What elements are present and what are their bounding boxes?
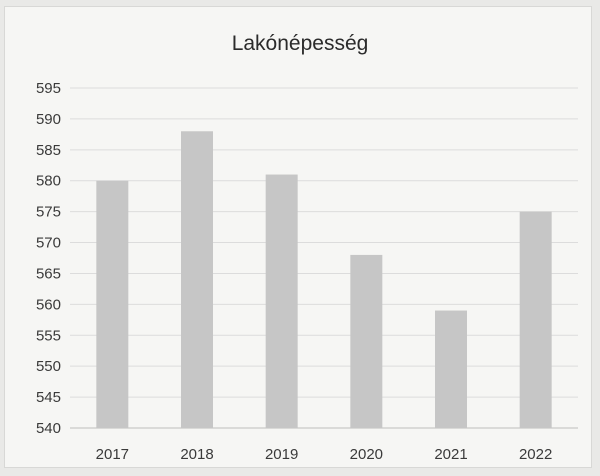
y-tick-label: 560 [36,296,61,313]
x-axis-ticks: 2017 2018 2019 2020 2021 2022 [96,446,553,463]
bar-2018 [181,131,213,429]
y-tick-label: 555 [36,327,61,344]
y-tick-label: 540 [36,420,61,437]
bar-2021 [435,310,467,428]
y-tick-label: 580 [36,173,61,190]
bar-2017 [96,180,129,428]
x-tick-label: 2022 [519,446,552,463]
bar-2022 [519,211,552,428]
y-tick-label: 590 [36,111,61,128]
y-tick-label: 545 [36,389,61,406]
x-tick-label: 2019 [265,446,298,463]
bars [96,131,552,429]
x-tick-label: 2021 [434,446,467,463]
y-tick-label: 570 [36,235,61,252]
y-tick-label: 595 [36,80,61,97]
x-tick-label: 2020 [350,446,383,463]
y-tick-label: 575 [36,204,61,221]
chart-title: Lakónépesség [231,32,369,55]
y-tick-label: 550 [36,358,61,375]
bar-2019 [265,174,298,428]
y-axis-ticks: 540 545 550 555 560 565 570 575 580 585 590 595 [36,80,61,437]
x-tick-label: 2018 [180,446,213,463]
x-tick-label: 2017 [96,446,129,463]
gridlines [70,87,578,429]
y-tick-label: 565 [36,265,61,282]
y-tick-label: 585 [36,142,61,159]
bar-2020 [350,254,383,428]
